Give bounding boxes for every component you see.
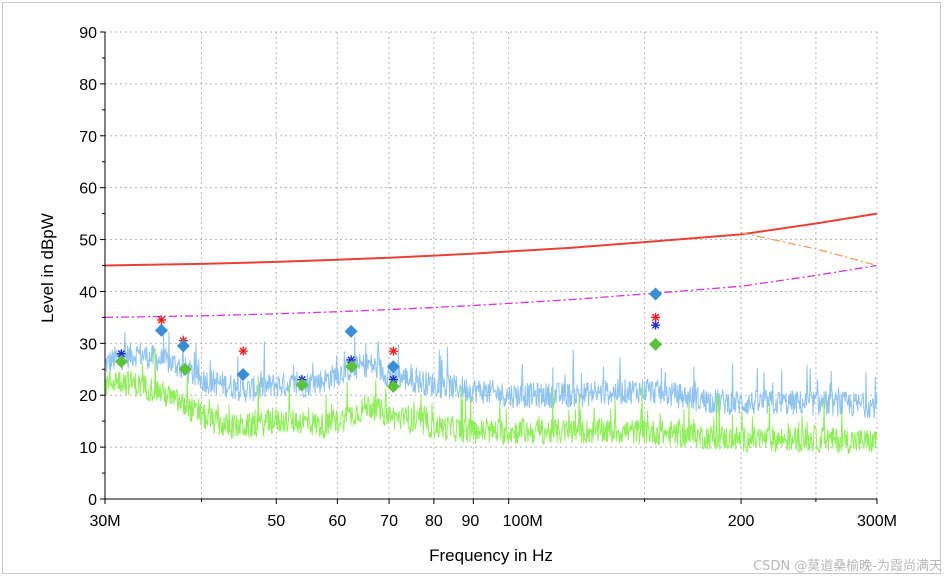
- diamond-marker: [178, 362, 192, 376]
- y-tick-label: 40: [79, 284, 97, 301]
- limit-line-1: [104, 264, 878, 319]
- trace-average: [104, 347, 878, 454]
- diamond-marker: [236, 367, 250, 381]
- x-tick-label: 80: [425, 513, 443, 530]
- x-tick-label: 70: [380, 513, 398, 530]
- x-tick-label: 200: [728, 513, 755, 530]
- star-stroke: [157, 316, 166, 324]
- y-tick-label: 20: [79, 388, 97, 405]
- x-tick-label: 50: [267, 513, 285, 530]
- diamond-marker: [345, 360, 359, 374]
- diamond-marker: [114, 354, 128, 368]
- star-marker: [238, 346, 248, 356]
- star-stroke: [389, 375, 398, 384]
- x-tick-label: 100M: [503, 513, 543, 530]
- limit-line-0: [104, 212, 878, 267]
- y-tick-label: 50: [79, 233, 97, 250]
- y-tick-label: 80: [79, 77, 97, 94]
- trace-peak: [104, 331, 878, 419]
- star-stroke: [347, 356, 355, 364]
- y-tick-label: 60: [79, 181, 97, 198]
- diamond-marker: [295, 378, 309, 392]
- y-tick-label: 10: [79, 440, 97, 457]
- diamond-marker: [649, 287, 663, 301]
- y-axis-title: Level in dBpW: [38, 213, 57, 323]
- diamond-marker: [386, 379, 400, 393]
- watermark-text: CSDN @莫道桑榆晚-为霞尚满天: [753, 559, 942, 574]
- star-stroke: [389, 347, 398, 355]
- star-stroke: [117, 349, 126, 358]
- y-tick-label: 70: [79, 129, 97, 146]
- limit-lines: [104, 212, 878, 319]
- x-axis-title: Frequency in Hz: [429, 546, 553, 565]
- star-marker: [651, 320, 661, 330]
- star-marker: [651, 312, 661, 322]
- x-tick-label: 60: [328, 513, 346, 530]
- diamond-marker: [154, 323, 168, 337]
- x-tick-label: 300M: [857, 513, 897, 530]
- star-stroke: [651, 321, 660, 329]
- diamond-marker: [649, 337, 663, 351]
- star-marker: [388, 346, 398, 356]
- y-tick-label: 90: [79, 25, 97, 42]
- y-tick-label: 0: [88, 492, 97, 509]
- axes: 0 10 20 30 40 50 60 70 80 90 30M 50 60 70 80 90 100M 200 3…: [79, 25, 897, 530]
- star-stroke: [651, 313, 660, 322]
- limit-line-2: [740, 232, 878, 267]
- diamond-marker: [176, 339, 190, 353]
- markers: [114, 287, 663, 393]
- x-tick-label: 30M: [89, 513, 120, 530]
- star-marker: [156, 315, 166, 325]
- diamond-marker: [344, 324, 358, 338]
- star-stroke: [239, 347, 247, 355]
- x-tick-label: 90: [462, 513, 480, 530]
- diamond-marker: [386, 360, 400, 374]
- traces: [104, 331, 878, 454]
- y-tick-label: 30: [79, 336, 97, 353]
